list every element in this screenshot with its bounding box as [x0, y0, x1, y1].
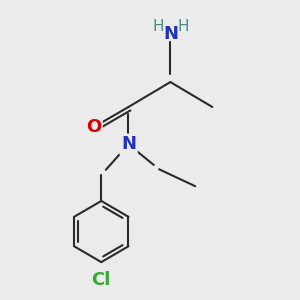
Text: N: N: [121, 135, 136, 153]
Text: O: O: [86, 118, 101, 136]
Text: Cl: Cl: [92, 271, 111, 289]
Text: H: H: [152, 19, 164, 34]
Text: N: N: [163, 26, 178, 44]
Text: H: H: [177, 19, 189, 34]
